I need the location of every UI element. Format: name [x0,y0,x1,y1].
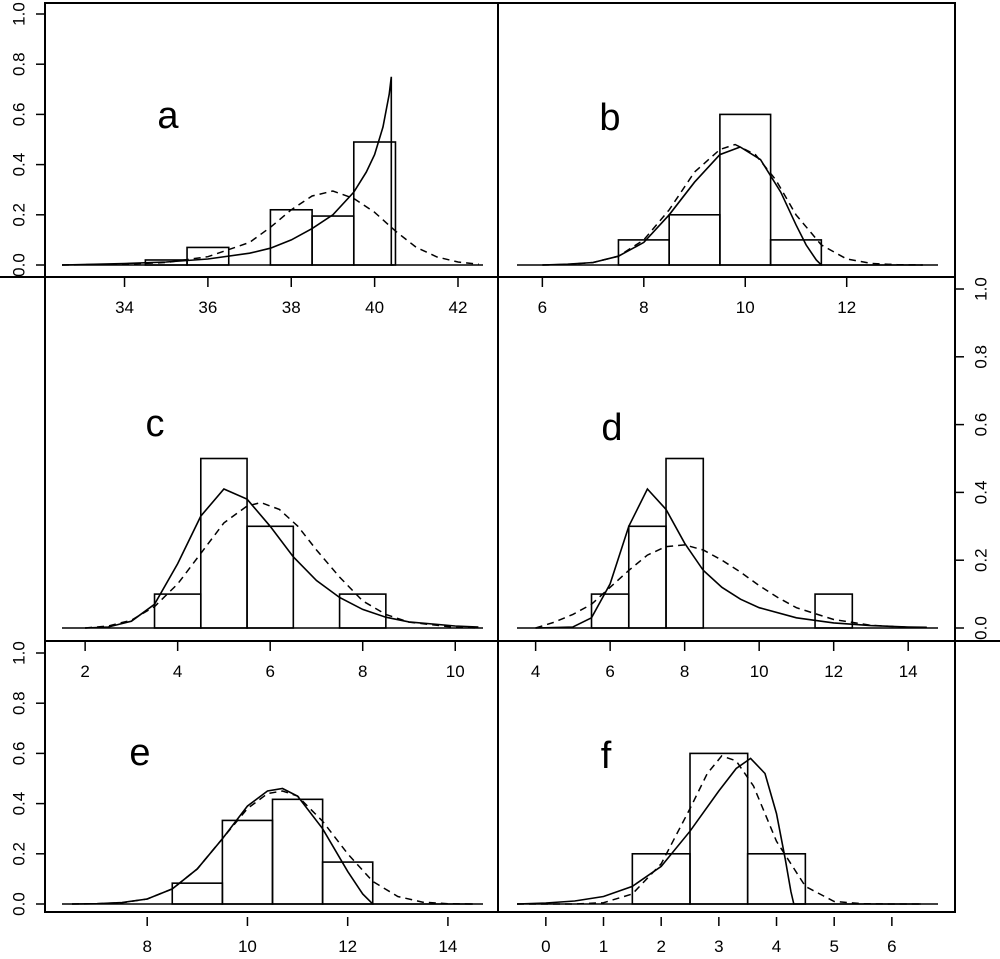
dashed-density-curve [71,790,474,905]
panel-label: b [599,97,620,139]
panel-f: f [516,735,938,905]
x-tick-label: 2 [80,662,89,681]
histogram-bar [769,239,823,266]
histogram-bar [814,593,854,629]
histogram-bar [338,593,387,629]
x-tick-label: 10 [736,298,755,317]
histogram-bar [321,861,374,905]
panel-d: d [517,407,938,629]
panel-label: a [157,95,179,137]
panel-label: f [601,735,612,777]
y-tick-label: 0.0 [10,892,29,916]
dashed-density-curve [535,544,927,629]
dashed-density-curve [85,501,479,629]
x-tick-label: 6 [605,662,614,681]
histogram-bar [746,852,807,905]
x-tick-label: 12 [824,662,843,681]
x-tick-label: 8 [639,298,648,317]
x-axis-c: 2 4 6 8 10 [80,642,465,681]
y-tick-label: 1.0 [972,277,991,301]
x-tick-label: 4 [173,662,182,681]
x-axis-e: 8 10 12 14 [142,917,457,956]
x-tick-label: 34 [115,298,134,317]
dashed-density-curve [517,755,921,905]
x-tick-label: 1 [599,937,608,956]
x-tick-label: 2 [656,937,665,956]
x-axis-b: 6 8 10 12 [538,278,856,317]
histogram-bar [271,798,324,905]
solid-density-curve [516,757,921,905]
y-tick-label: 1.0 [10,2,29,26]
y-axis-d: 0.0 0.2 0.4 0.6 0.8 1.0 [954,277,991,640]
x-axis-a: 34 36 38 40 42 [115,278,467,317]
x-tick-label: 14 [899,662,918,681]
x-tick-label: 4 [772,937,781,956]
y-tick-label: 0.2 [10,203,29,227]
y-tick-label: 0.6 [972,413,991,437]
x-axis-f: 0 1 2 3 4 5 6 [541,917,897,956]
y-tick-label: 0.2 [10,842,29,866]
panel-label: d [601,407,622,449]
x-tick-label: 38 [282,298,301,317]
x-tick-label: 5 [829,937,838,956]
dashed-density-curve [542,143,923,266]
y-tick-label: 1.0 [10,641,29,665]
y-tick-label: 0.4 [10,153,29,177]
y-axis-e: 0.0 0.2 0.4 0.6 0.8 1.0 [10,641,45,916]
figure-frame [44,2,956,913]
x-tick-label: 10 [238,937,257,956]
x-tick-label: 40 [365,298,384,317]
histogram-bar [719,113,772,266]
panel-a: a [61,76,483,266]
y-tick-label: 0.8 [972,345,991,369]
y-tick-label: 0.6 [10,103,29,127]
x-tick-label: 12 [338,937,357,956]
y-axis-a: 0.0 0.2 0.4 0.6 0.8 1.0 [10,2,45,277]
solid-density-curve [85,488,479,629]
y-tick-label: 0.4 [10,792,29,816]
y-tick-label: 0.2 [972,548,991,572]
y-tick-label: 0.8 [10,52,29,76]
x-tick-label: 12 [837,298,856,317]
x-axis-d: 4 6 8 10 12 14 [531,642,918,681]
x-tick-label: 6 [887,937,896,956]
x-tick-label: 10 [446,662,465,681]
panel-c: c [62,403,483,629]
panel-label: c [146,403,165,445]
x-tick-label: 8 [358,662,367,681]
x-tick-label: 4 [531,662,540,681]
y-tick-label: 0.0 [10,253,29,277]
x-tick-label: 6 [265,662,274,681]
x-tick-label: 0 [541,937,550,956]
dashed-density-curve [61,190,479,266]
x-tick-label: 8 [142,937,151,956]
x-tick-label: 36 [198,298,217,317]
panel-label: e [129,732,150,774]
panel-b: b [517,97,938,266]
histogram-bar [665,457,705,629]
y-tick-label: 0.8 [10,691,29,715]
x-tick-label: 10 [750,662,769,681]
histogram-bar [352,141,397,266]
y-tick-label: 0.4 [972,481,991,505]
x-tick-label: 14 [438,937,457,956]
x-tick-label: 3 [714,937,723,956]
x-tick-label: 8 [680,662,689,681]
y-tick-label: 0.6 [10,742,29,766]
solid-density-curve [535,487,927,629]
y-tick-label: 0.0 [972,616,991,640]
x-tick-label: 42 [449,298,468,317]
x-tick-label: 6 [538,298,547,317]
panel-e: e [62,732,483,905]
histogram-bar [689,752,749,905]
